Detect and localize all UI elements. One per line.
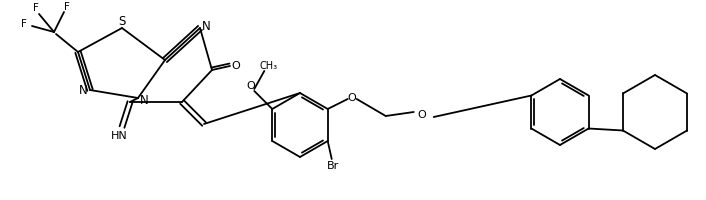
Text: O: O: [417, 109, 426, 119]
Text: O: O: [231, 61, 240, 71]
Text: O: O: [246, 81, 255, 91]
Text: F: F: [64, 2, 70, 12]
Text: CH₃: CH₃: [259, 61, 277, 71]
Text: N: N: [140, 94, 148, 107]
Text: N: N: [202, 20, 210, 33]
Text: F: F: [33, 3, 39, 13]
Text: N: N: [78, 84, 88, 97]
Text: Br: Br: [327, 161, 339, 171]
Text: S: S: [119, 15, 126, 28]
Text: HN: HN: [111, 130, 127, 140]
Text: F: F: [21, 19, 27, 29]
Text: O: O: [348, 93, 357, 103]
